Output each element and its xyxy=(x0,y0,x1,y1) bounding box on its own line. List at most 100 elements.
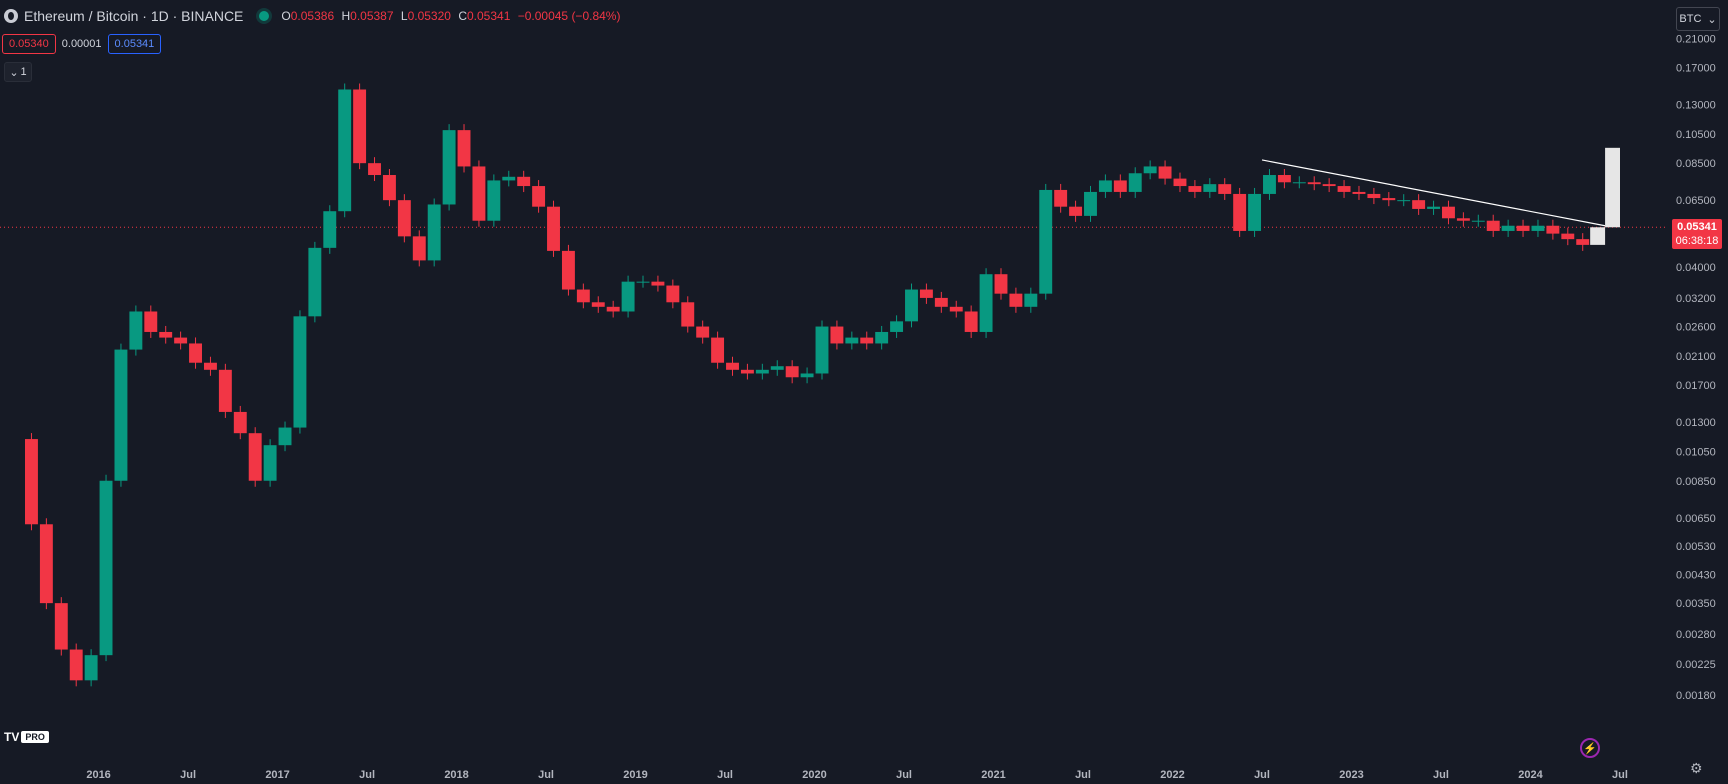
spread-value: 0.00001 xyxy=(61,38,102,50)
indicators-toggle-button[interactable]: ⌄ 1 xyxy=(4,62,32,82)
bar xyxy=(382,175,396,201)
bar xyxy=(1412,200,1426,209)
bar xyxy=(1128,173,1142,192)
bar xyxy=(39,524,53,604)
y-tick-label: 0.00180 xyxy=(1676,690,1716,702)
bar xyxy=(1203,184,1217,192)
bar xyxy=(740,369,754,374)
currency-select[interactable]: BTC ⌄ xyxy=(1676,7,1720,31)
bar xyxy=(651,281,665,286)
bar xyxy=(293,316,307,428)
bar xyxy=(547,206,560,251)
y-tick-label: 0.02600 xyxy=(1676,322,1716,334)
trendline[interactable] xyxy=(1261,159,1606,227)
bar xyxy=(1516,225,1530,231)
bar xyxy=(1158,166,1172,179)
y-tick-label: 0.00530 xyxy=(1676,541,1716,553)
bar xyxy=(1084,191,1097,216)
bar xyxy=(800,373,814,378)
bar xyxy=(159,331,173,338)
bar xyxy=(144,311,158,332)
bar xyxy=(263,445,277,481)
low-label: L xyxy=(400,9,408,23)
y-tick-label: 0.10500 xyxy=(1676,129,1716,141)
bar xyxy=(696,326,710,338)
y-tick-label: 0.00225 xyxy=(1676,659,1716,671)
price-axis[interactable]: 0.21000 0.17000 0.13000 0.10500 0.08500 0.065… xyxy=(1676,33,1716,701)
bar xyxy=(785,366,799,378)
projection-bar xyxy=(1605,147,1620,228)
bar xyxy=(114,349,128,481)
flash-icon[interactable]: ⚡ xyxy=(1580,738,1600,758)
x-tick-label: 2019 xyxy=(623,769,647,781)
bar xyxy=(1546,225,1560,234)
bar xyxy=(875,331,889,344)
bar xyxy=(1397,200,1411,202)
high-label: H xyxy=(341,9,351,23)
bar xyxy=(964,311,978,332)
chevron-down-icon: ⌄ xyxy=(9,66,19,79)
bar xyxy=(755,369,769,374)
close-label: C xyxy=(458,9,467,23)
x-tick-label: Jul xyxy=(359,769,375,781)
bar xyxy=(174,337,188,344)
bar xyxy=(1277,175,1291,183)
y-tick-label: 0.17000 xyxy=(1676,63,1716,75)
y-tick-label: 0.00350 xyxy=(1676,598,1716,610)
bar xyxy=(248,433,262,481)
bar xyxy=(1188,186,1202,192)
symbol-title[interactable]: Ethereum / Bitcoin · 1D · BINANCE xyxy=(24,8,244,24)
bar xyxy=(54,603,68,650)
buy-button[interactable]: 0.05341 xyxy=(107,34,162,54)
bar-countdown: 06:38:18 xyxy=(1675,235,1719,248)
last-price-badge: 0.05341 06:38:18 xyxy=(1672,219,1722,250)
bar xyxy=(532,186,546,207)
y-tick-label: 0.00280 xyxy=(1676,629,1716,641)
bar xyxy=(457,130,471,167)
bar xyxy=(442,130,456,205)
bar xyxy=(726,362,739,370)
bar xyxy=(323,211,337,248)
bar xyxy=(517,176,531,187)
bar xyxy=(397,200,411,237)
low-value: 0.05320 xyxy=(407,9,451,23)
sell-button[interactable]: 0.05340 xyxy=(2,34,56,54)
bar xyxy=(561,250,575,290)
bar xyxy=(1039,189,1053,294)
last-price-value: 0.05341 xyxy=(1677,221,1717,234)
bar xyxy=(830,326,844,344)
bar xyxy=(1501,225,1515,231)
indicators-count: 1 xyxy=(20,66,27,78)
y-tick-label: 0.02100 xyxy=(1676,351,1716,363)
bar xyxy=(1233,193,1247,231)
bar xyxy=(69,649,83,681)
x-tick-label: Jul xyxy=(1433,769,1449,781)
bar xyxy=(1367,193,1381,199)
bar xyxy=(1337,186,1351,192)
bar xyxy=(412,236,426,261)
symbol-legend: Ethereum / Bitcoin · 1D · BINANCE O0.053… xyxy=(4,8,620,24)
bar xyxy=(1442,206,1455,219)
bar xyxy=(905,289,918,322)
x-tick-label: 2016 xyxy=(86,769,110,781)
high-value: 0.05387 xyxy=(350,9,394,23)
bar xyxy=(591,302,605,307)
time-axis[interactable]: 2016 Jul 2017 Jul 2018 Jul 2019 Jul 2020 Jul 2021 J… xyxy=(86,769,1628,781)
x-tick-label: Jul xyxy=(896,769,912,781)
bar xyxy=(353,89,367,164)
bar xyxy=(606,306,620,312)
x-tick-label: 2021 xyxy=(981,769,1005,781)
y-tick-label: 0.13000 xyxy=(1676,100,1716,112)
bar xyxy=(25,439,38,525)
bar xyxy=(1069,206,1083,216)
close-value: 0.05341 xyxy=(466,9,511,23)
settings-gear-icon[interactable]: ⚙ xyxy=(1690,760,1703,776)
x-tick-label: Jul xyxy=(1075,769,1091,781)
bar xyxy=(666,285,680,303)
tradingview-logo[interactable]: TV PRO xyxy=(4,730,49,744)
bar xyxy=(218,369,232,412)
bar xyxy=(979,274,993,332)
x-tick-label: Jul xyxy=(538,769,554,781)
bar xyxy=(1531,225,1545,231)
